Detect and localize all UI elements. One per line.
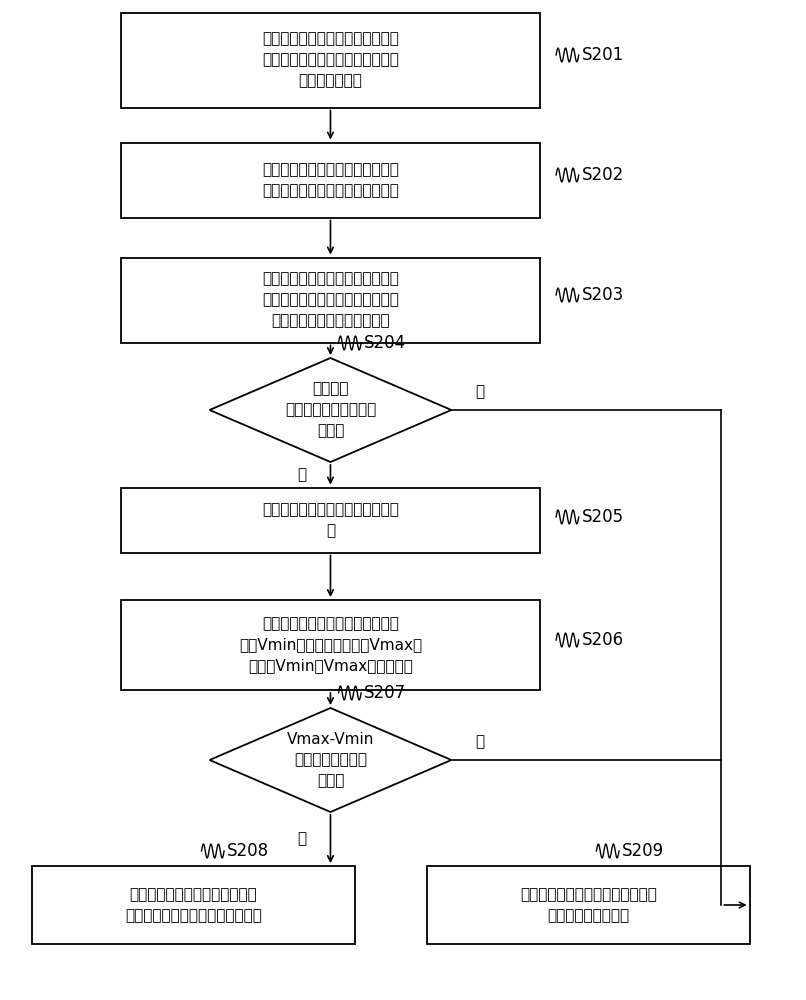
Text: S204: S204 [364, 334, 406, 352]
Text: 该多个温
度差值均小于预设的温
度阈值: 该多个温 度差值均小于预设的温 度阈值 [285, 381, 376, 438]
Text: S209: S209 [622, 842, 664, 860]
Text: Vmax-Vmin
的值处于电压安全
阈值内: Vmax-Vmin 的值处于电压安全 阈值内 [287, 732, 374, 788]
Text: 响应于接收到热失控报警，获取电
池模组内多个子模组当前的电芯温
度以及电芯电压: 响应于接收到热失控报警，获取电 池模组内多个子模组当前的电芯温 度以及电芯电压 [262, 31, 399, 89]
FancyBboxPatch shape [427, 866, 750, 944]
FancyBboxPatch shape [121, 600, 540, 690]
Text: 计算最低电芯温度与除最高电芯温
度以外的其他每一所述电芯温度之
间的差值，得到多个温度差值: 计算最低电芯温度与除最高电芯温 度以外的其他每一所述电芯温度之 间的差值，得到多… [262, 271, 399, 328]
Polygon shape [210, 358, 451, 462]
FancyBboxPatch shape [121, 143, 540, 218]
Text: 否: 否 [476, 734, 484, 750]
Text: S207: S207 [364, 684, 406, 702]
Text: S206: S206 [582, 631, 624, 649]
FancyBboxPatch shape [32, 866, 355, 944]
Text: 是: 是 [297, 467, 307, 482]
Text: S201: S201 [582, 46, 624, 64]
Text: S202: S202 [582, 166, 624, 184]
Text: S203: S203 [582, 286, 624, 304]
Text: 是: 是 [297, 832, 307, 846]
Text: 确定所述热失控报警非误报警，控
制电池模组停止工作: 确定所述热失控报警非误报警，控 制电池模组停止工作 [520, 887, 657, 923]
Text: 将多个电芯电压排序得到最低电芯
电压Vmin以及最高电芯电压Vmax，
并计算Vmin与Vmax之间的差值: 将多个电芯电压排序得到最低电芯 电压Vmin以及最高电芯电压Vmax， 并计算V… [239, 616, 422, 674]
FancyBboxPatch shape [121, 13, 540, 107]
Text: 将多个所述电芯温度进行排序，得
到最低电芯温度以及最高电芯温度: 将多个所述电芯温度进行排序，得 到最低电芯温度以及最高电芯温度 [262, 162, 399, 198]
Text: S208: S208 [227, 842, 269, 860]
FancyBboxPatch shape [121, 488, 540, 552]
Text: 确定所述电池模组不存在电压异
常，确定所述热失控报警为误报警: 确定所述电池模组不存在电压异 常，确定所述热失控报警为误报警 [125, 887, 262, 923]
Text: 否: 否 [476, 384, 484, 399]
FancyBboxPatch shape [121, 258, 540, 342]
Text: S205: S205 [582, 508, 624, 526]
Polygon shape [210, 708, 451, 812]
Text: 确定所述电池模组未发生热传导现
象: 确定所述电池模组未发生热传导现 象 [262, 502, 399, 538]
